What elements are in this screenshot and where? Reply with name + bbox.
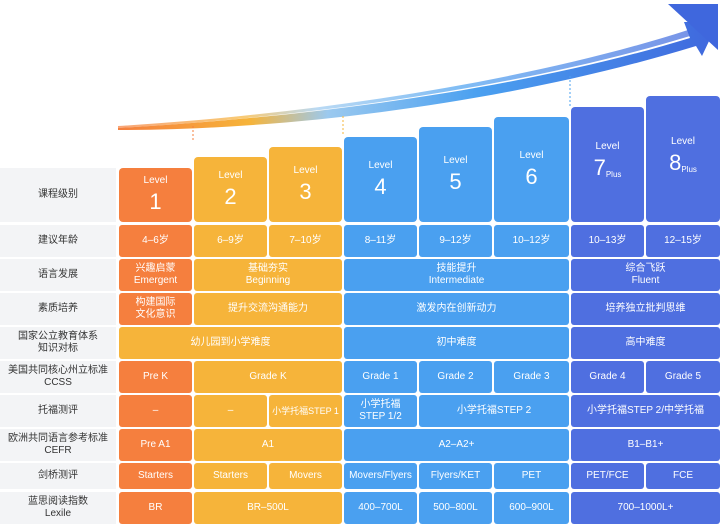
toefl-cell: 小学托福STEP 2/中学托福 xyxy=(571,395,720,427)
row-label-quality: 素质培养 xyxy=(0,293,116,325)
level-word: Level xyxy=(368,159,393,171)
growth-arrow xyxy=(118,4,718,140)
lexile-cell: 400–700L xyxy=(344,492,417,524)
quality-cell: 构建国际 文化意识 xyxy=(119,293,192,325)
lexile-cell: 600–900L xyxy=(494,492,569,524)
lexile-cell: BR–500L xyxy=(194,492,342,524)
age-cell: 7–10岁 xyxy=(269,225,342,257)
toefl-cell: – xyxy=(194,395,267,427)
ccss-cell: Grade 4 xyxy=(571,361,644,393)
age-cell: 6–9岁 xyxy=(194,225,267,257)
ccss-cell: Grade 1 xyxy=(344,361,417,393)
level-number: 8Plus xyxy=(669,149,697,175)
toefl-cell: 小学托福STEP 1 xyxy=(269,395,342,427)
cefr-cell: Pre A1 xyxy=(119,429,192,461)
level-7-block: Level 7Plus xyxy=(571,107,644,222)
level-number: 1 xyxy=(149,189,162,214)
age-cell: 8–11岁 xyxy=(344,225,417,257)
level-word: Level xyxy=(143,175,168,186)
age-cell: 9–12岁 xyxy=(419,225,492,257)
cambridge-cell: Movers/Flyers xyxy=(344,463,417,489)
level-8-block: Level 8Plus xyxy=(646,96,720,222)
cambridge-cell: Movers xyxy=(269,463,342,489)
level-number: 2 xyxy=(224,183,237,209)
age-cell: 12–15岁 xyxy=(646,225,720,257)
level-1-block: Level 1 xyxy=(119,168,192,222)
cefr-cell: B1–B1+ xyxy=(571,429,720,461)
plus-label: Plus xyxy=(681,164,697,174)
age-cell: 4–6岁 xyxy=(119,225,192,257)
cambridge-cell: PET/FCE xyxy=(571,463,644,489)
level-word: Level xyxy=(443,154,468,166)
ccss-cell: Grade 3 xyxy=(494,361,569,393)
national-cell: 初中难度 xyxy=(344,327,569,359)
language-cell: 兴趣启蒙 Emergent xyxy=(119,259,192,291)
level-number: 5 xyxy=(449,168,462,194)
level-word: Level xyxy=(519,149,544,161)
cambridge-cell: Flyers/KET xyxy=(419,463,492,489)
cambridge-cell: PET xyxy=(494,463,569,489)
lexile-cell: 500–800L xyxy=(419,492,492,524)
row-label-age: 建议年龄 xyxy=(0,225,116,257)
cefr-cell: A1 xyxy=(194,429,342,461)
national-cell: 高中难度 xyxy=(571,327,720,359)
quality-cell: 激发内在创新动力 xyxy=(344,293,569,325)
cambridge-cell: Starters xyxy=(194,463,267,489)
age-cell: 10–12岁 xyxy=(494,225,569,257)
national-cell: 幼儿园到小学难度 xyxy=(119,327,342,359)
language-cell: 综合飞跃 Fluent xyxy=(571,259,720,291)
row-label-national: 国家公立教育体系 知识对标 xyxy=(0,327,116,359)
cefr-cell: A2–A2+ xyxy=(344,429,569,461)
level-6-block: Level 6 xyxy=(494,117,569,222)
level-number: 7Plus xyxy=(593,155,622,180)
level-4-block: Level 4 xyxy=(344,137,417,222)
level-word: Level xyxy=(595,141,620,152)
ccss-cell: Pre K xyxy=(119,361,192,393)
ccss-cell: Grade 5 xyxy=(646,361,720,393)
quality-cell: 培养独立批判思维 xyxy=(571,293,720,325)
row-label-ccss: 美国共同核心州立标准 CCSS xyxy=(0,361,116,393)
ccss-cell: Grade K xyxy=(194,361,342,393)
quality-cell: 提升交流沟通能力 xyxy=(194,293,342,325)
row-label-toefl: 托福测评 xyxy=(0,395,116,427)
cambridge-cell: FCE xyxy=(646,463,720,489)
lexile-cell: 700–1000L+ xyxy=(571,492,720,524)
language-cell: 基础夯实 Beginning xyxy=(194,259,342,291)
cambridge-cell: Starters xyxy=(119,463,192,489)
level-number: 6 xyxy=(525,163,538,189)
level-word: Level xyxy=(218,169,243,181)
level-3-block: Level 3 xyxy=(269,147,342,222)
level-2-block: Level 2 xyxy=(194,157,267,222)
level-word: Level xyxy=(293,164,318,176)
toefl-cell: – xyxy=(119,395,192,427)
level-5-block: Level 5 xyxy=(419,127,492,222)
row-label-cefr: 欧洲共同语言参考标准 CEFR xyxy=(0,429,116,461)
lexile-cell: BR xyxy=(119,492,192,524)
toefl-cell: 小学托福 STEP 1/2 xyxy=(344,395,417,427)
row-label-course: 课程级别 xyxy=(0,168,116,222)
level-word: Level xyxy=(671,135,695,147)
ccss-cell: Grade 2 xyxy=(419,361,492,393)
level-number: 3 xyxy=(299,178,312,204)
plus-label: Plus xyxy=(605,170,622,179)
level-number: 4 xyxy=(374,173,387,199)
row-label-cambridge: 剑桥测评 xyxy=(0,463,116,489)
toefl-cell: 小学托福STEP 2 xyxy=(419,395,569,427)
row-label-language: 语言发展 xyxy=(0,259,116,291)
language-cell: 技能提升 Intermediate xyxy=(344,259,569,291)
row-label-lexile: 蓝思阅读指数 Lexile xyxy=(0,492,116,524)
age-cell: 10–13岁 xyxy=(571,225,644,257)
